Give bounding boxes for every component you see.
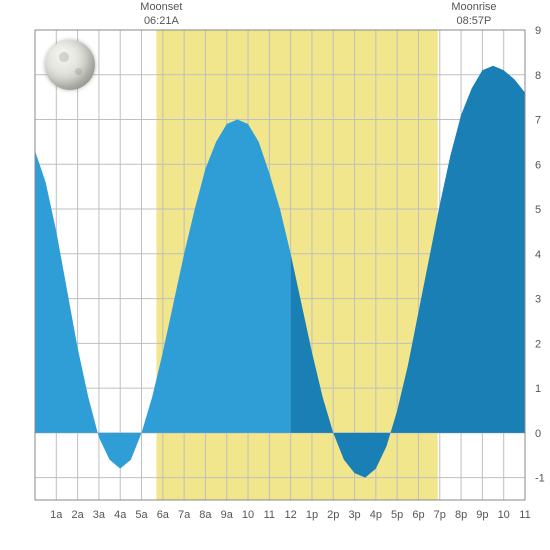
svg-text:1p: 1p [306,509,318,521]
moonset-time: 06:21A [144,15,179,27]
svg-text:4p: 4p [370,509,382,521]
svg-text:12: 12 [285,509,297,521]
svg-text:7: 7 [535,115,541,127]
moonset-title: Moonset [140,1,182,13]
svg-text:9a: 9a [221,509,234,521]
svg-text:9: 9 [535,25,541,37]
svg-text:10: 10 [498,509,510,521]
svg-text:8p: 8p [455,509,467,521]
svg-text:3: 3 [535,294,541,306]
svg-text:5: 5 [535,204,541,216]
moon-phase-icon [45,40,95,90]
svg-text:9p: 9p [476,509,488,521]
svg-text:3p: 3p [348,509,360,521]
svg-text:6p: 6p [412,509,424,521]
svg-text:4a: 4a [114,509,127,521]
svg-text:8: 8 [535,70,541,82]
svg-text:3a: 3a [93,509,106,521]
svg-text:1a: 1a [50,509,63,521]
svg-text:5p: 5p [391,509,403,521]
moonrise-title: Moonrise [451,1,496,13]
moonrise-time: 08:57P [457,15,492,27]
svg-text:0: 0 [535,428,541,440]
svg-text:6: 6 [535,159,541,171]
svg-text:7p: 7p [434,509,446,521]
svg-text:1: 1 [535,383,541,395]
svg-text:11: 11 [264,509,275,521]
svg-text:2: 2 [535,338,541,350]
svg-text:10: 10 [242,509,254,521]
moonset-label: Moonset 06:21A [140,0,182,29]
svg-text:5a: 5a [135,509,148,521]
svg-text:11: 11 [519,509,530,521]
tide-chart: Moonset 06:21A Moonrise 08:57P 1a 2a 3a 4a 5… [0,0,550,550]
svg-text:6a: 6a [157,509,170,521]
svg-text:2a: 2a [71,509,84,521]
svg-text:8a: 8a [199,509,212,521]
svg-text:-1: -1 [535,473,545,485]
moonrise-label: Moonrise 08:57P [451,0,496,29]
svg-text:2p: 2p [327,509,339,521]
svg-text:7a: 7a [178,509,191,521]
svg-text:4: 4 [535,249,541,261]
